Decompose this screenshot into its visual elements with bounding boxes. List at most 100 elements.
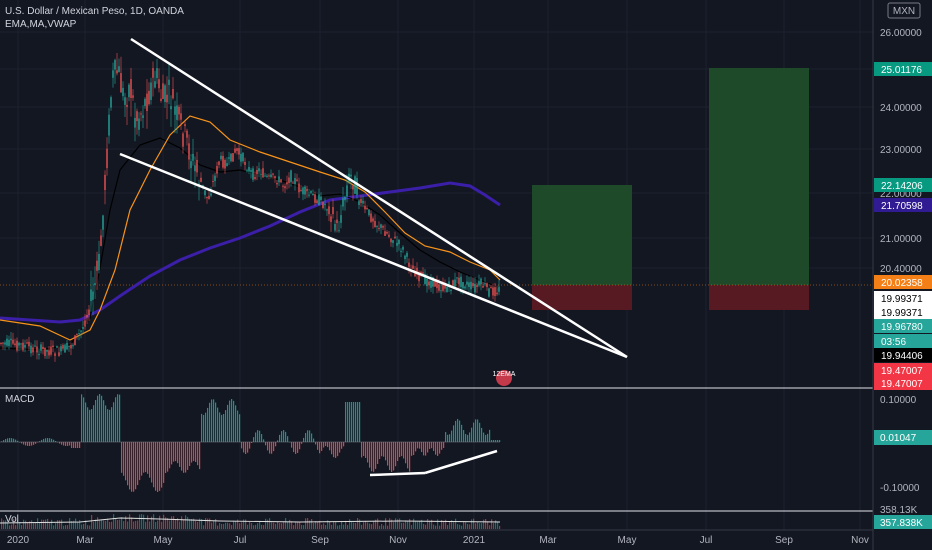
volume-bar	[385, 518, 387, 529]
macd-bar	[115, 397, 117, 442]
volume-bar	[377, 518, 379, 529]
candle-body	[180, 113, 182, 120]
volume-bar	[21, 524, 23, 529]
volume-bar	[339, 525, 341, 529]
macd-bar	[429, 442, 431, 449]
volume-bar	[223, 523, 225, 529]
price-tag: 03:56	[874, 334, 932, 348]
macd-bar	[491, 440, 493, 442]
macd-bar	[325, 442, 327, 447]
candle-body	[470, 281, 472, 290]
macd-bar	[231, 399, 233, 442]
indicators-legend[interactable]: EMA,MA,VWAP	[5, 19, 77, 30]
volume-bar	[431, 519, 433, 529]
volume-bar	[57, 520, 59, 529]
candle-body	[190, 161, 192, 169]
ema-badge-label: 12EMA	[493, 371, 516, 378]
vol-label[interactable]: Vol	[5, 514, 19, 525]
candle-body	[162, 83, 164, 99]
macd-bar	[411, 442, 413, 456]
wedge-upper-trendline[interactable]	[130, 37, 628, 359]
volume-bar	[225, 522, 227, 529]
candle-body	[42, 346, 44, 350]
svg-text:25.01176: 25.01176	[881, 65, 922, 76]
macd-bar	[163, 442, 165, 483]
volume-bar	[213, 520, 215, 529]
macd-bar	[277, 440, 279, 442]
macd-bar	[443, 442, 445, 449]
volume-bar	[421, 519, 423, 529]
volume-bar	[327, 520, 329, 529]
volume-bar	[363, 522, 365, 529]
price-tag: 25.01176	[874, 62, 932, 76]
volume-bar	[53, 525, 55, 529]
macd-bar	[253, 437, 255, 442]
macd-bar	[235, 405, 237, 442]
macd-divergence-line[interactable]	[369, 471, 426, 477]
candle-body	[386, 232, 388, 234]
candle-body	[302, 187, 304, 195]
volume-bar	[29, 521, 31, 529]
time-tick: Nov	[851, 535, 869, 546]
long-position-1[interactable]	[532, 185, 632, 310]
macd-bar	[339, 442, 341, 453]
candle-body	[94, 283, 96, 286]
volume-bar	[347, 524, 349, 529]
candle-body	[130, 79, 132, 98]
candle-body	[8, 339, 10, 346]
macd-bar	[459, 420, 461, 442]
candle-body	[252, 168, 254, 180]
macd-bar	[329, 442, 331, 451]
volume-bar	[373, 520, 375, 529]
candle-body	[352, 185, 354, 190]
time-axis[interactable]: 2020 Mar May Jul Sep Nov 2021 Mar May Jul Sep Nov	[7, 535, 869, 546]
volume-bar	[449, 521, 451, 529]
candle-body	[18, 342, 20, 346]
candle-body	[494, 287, 496, 296]
candle-body	[62, 345, 64, 349]
macd-bar	[457, 419, 459, 442]
volume-bar	[267, 519, 269, 529]
macd-value-label: 0.01047	[880, 433, 917, 444]
candle-body	[268, 175, 270, 177]
macd-divergence-line-2[interactable]	[424, 449, 498, 475]
candle-body	[86, 314, 88, 318]
candle-body	[464, 286, 466, 289]
macd-label[interactable]: MACD	[5, 394, 34, 405]
candle-body	[228, 157, 230, 159]
volume-bar	[71, 521, 73, 529]
volume-bar	[393, 522, 395, 529]
candle-body	[52, 345, 54, 348]
volume-bar	[275, 523, 277, 529]
candle-body	[188, 143, 190, 160]
candle-body	[362, 200, 364, 204]
candle-body	[92, 291, 94, 300]
macd-bar	[117, 394, 119, 442]
candle-body	[432, 276, 434, 287]
volume-bar	[265, 518, 267, 529]
macd-bar	[485, 434, 487, 442]
candle-body	[106, 148, 108, 169]
ema-line	[0, 115, 501, 341]
macd-bar	[75, 442, 77, 448]
macd-bar	[33, 442, 35, 445]
candle-body	[230, 153, 232, 162]
wedge-lower-trendline[interactable]	[119, 152, 628, 359]
candle-body	[156, 68, 158, 78]
candle-body	[296, 179, 298, 181]
long-position-2[interactable]	[709, 68, 809, 310]
candle-body	[450, 289, 452, 292]
macd-bar	[51, 438, 53, 442]
macd-value-tag: 0.01047	[874, 430, 932, 445]
volume-bar	[281, 523, 283, 529]
candle-body	[394, 236, 396, 239]
candle-body	[476, 285, 478, 287]
volume-bar	[157, 520, 159, 529]
candle-body	[488, 288, 490, 297]
macd-bar	[451, 430, 453, 442]
volume-bar	[221, 523, 223, 529]
currency-button[interactable]: MXN	[887, 2, 921, 19]
macd-bar	[237, 410, 239, 442]
macd-bar	[407, 442, 409, 469]
